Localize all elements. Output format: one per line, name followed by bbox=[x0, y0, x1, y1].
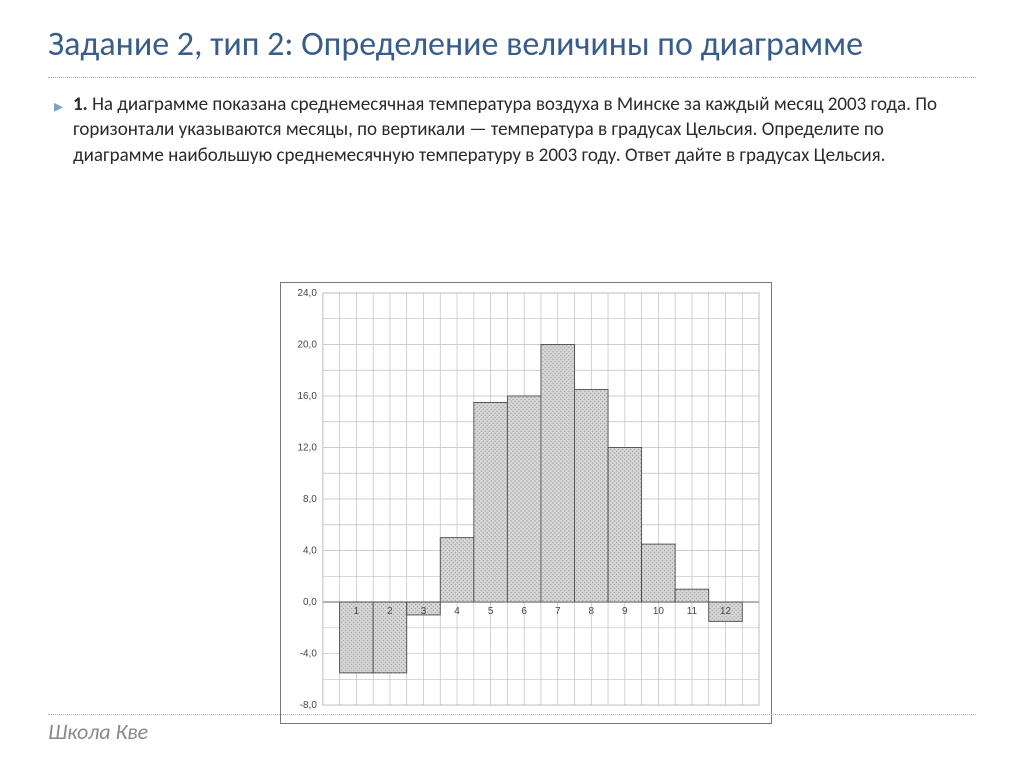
svg-text:7: 7 bbox=[555, 606, 561, 617]
svg-text:12,0: 12,0 bbox=[298, 442, 318, 453]
svg-text:-8,0: -8,0 bbox=[300, 700, 318, 711]
svg-text:6: 6 bbox=[521, 606, 527, 617]
svg-text:8,0: 8,0 bbox=[303, 494, 317, 505]
task-body: На диаграмме показана среднемесячная тем… bbox=[73, 93, 937, 167]
page-title: Задание 2, тип 2: Определение величины п… bbox=[48, 24, 976, 78]
task-text: 1. На диаграмме показана среднемесячная … bbox=[73, 92, 976, 169]
svg-text:12: 12 bbox=[720, 606, 732, 617]
svg-text:11: 11 bbox=[687, 606, 698, 617]
svg-text:-4,0: -4,0 bbox=[300, 649, 318, 660]
svg-text:10: 10 bbox=[653, 606, 665, 617]
footer-divider bbox=[48, 714, 976, 715]
svg-text:20,0: 20,0 bbox=[298, 339, 318, 350]
temperature-bar-chart: -8,0-4,00,04,08,012,016,020,024,01234567… bbox=[280, 282, 772, 724]
bullet-icon: ▸ bbox=[54, 95, 63, 118]
svg-text:16,0: 16,0 bbox=[298, 391, 318, 402]
svg-text:24,0: 24,0 bbox=[298, 288, 318, 299]
svg-text:0,0: 0,0 bbox=[303, 597, 317, 608]
svg-text:3: 3 bbox=[421, 606, 427, 617]
svg-text:5: 5 bbox=[488, 606, 494, 617]
svg-text:9: 9 bbox=[622, 606, 628, 617]
task-number: 1. bbox=[73, 93, 88, 116]
task-paragraph: ▸ 1. На диаграмме показана среднемесячна… bbox=[48, 92, 976, 169]
svg-text:2: 2 bbox=[387, 606, 393, 617]
svg-text:1: 1 bbox=[354, 606, 360, 617]
svg-text:4: 4 bbox=[454, 606, 460, 617]
footer-text: Школа Кве bbox=[48, 718, 148, 745]
svg-text:8: 8 bbox=[589, 606, 595, 617]
svg-text:4,0: 4,0 bbox=[303, 546, 317, 557]
